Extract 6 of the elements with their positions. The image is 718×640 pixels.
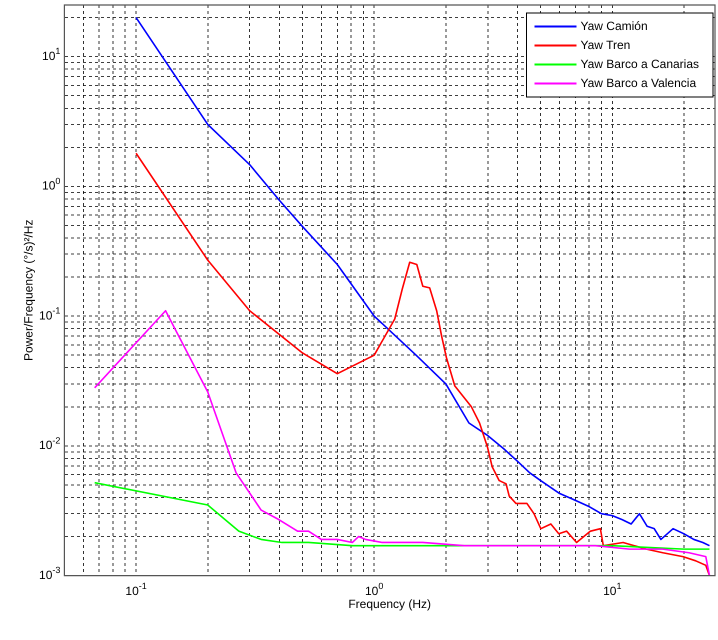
legend-label: Yaw Barco a Valencia — [580, 76, 696, 90]
x-axis-title: Frequency (Hz) — [348, 597, 432, 612]
legend-label: Yaw Camión — [580, 18, 648, 33]
legend-label: Yaw Tren — [580, 38, 630, 52]
y-axis-title: Power/Frequency (°/s)²/Hz — [22, 220, 36, 362]
legend-label: Yaw Barco a Canarias — [580, 56, 699, 71]
